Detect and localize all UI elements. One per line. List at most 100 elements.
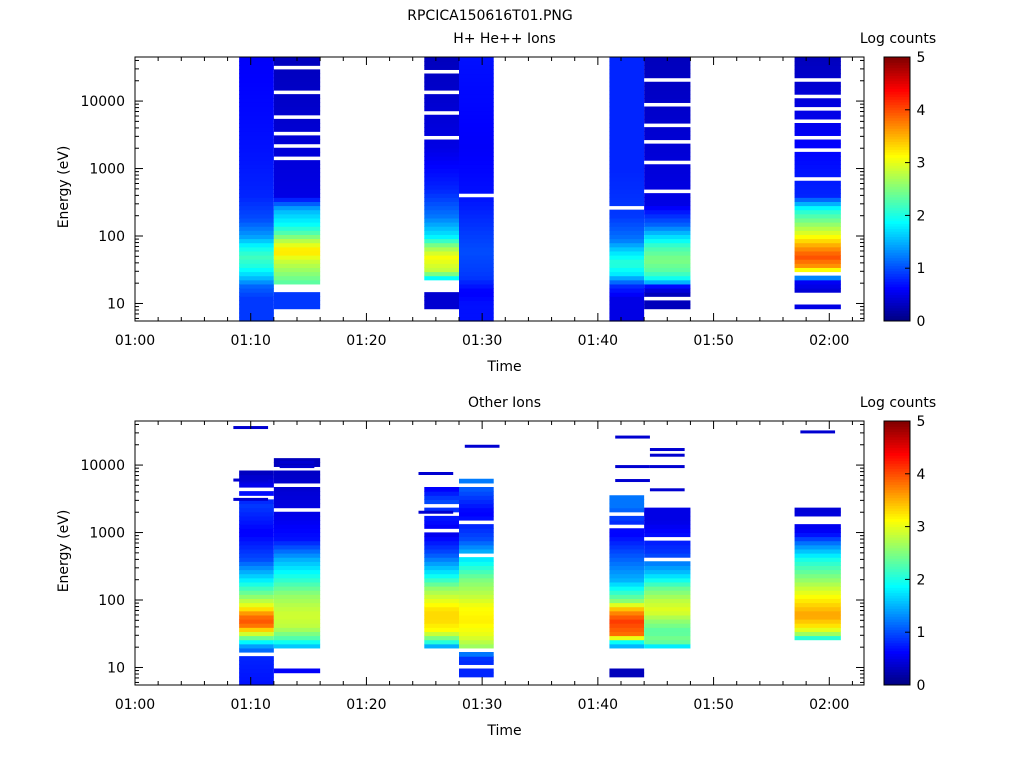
heatmap-cell	[459, 643, 494, 649]
colorbar-segment	[884, 196, 910, 201]
heatmap-cell	[644, 110, 691, 116]
colorbar-segment	[884, 494, 910, 499]
colorbar-segment	[884, 241, 910, 245]
heatmap-cell	[794, 602, 841, 608]
heatmap-cell	[794, 151, 841, 157]
heatmap-cell	[424, 98, 459, 103]
heatmap-cell	[644, 507, 691, 513]
heatmap-cell	[609, 507, 645, 513]
heatmap-cell	[459, 606, 494, 612]
heatmap-cell	[424, 619, 459, 624]
heatmap-cell	[644, 238, 691, 244]
x-axis-label: Time	[486, 723, 521, 739]
heatmap-cell	[459, 246, 494, 252]
colorbar-segment	[884, 305, 910, 309]
heatmap-cell	[794, 561, 841, 566]
heatmap-cell	[273, 213, 321, 219]
colorbar-segment	[884, 138, 910, 142]
colorbar-segment	[884, 117, 910, 121]
heatmap-cell	[273, 462, 321, 467]
heatmap-cell	[609, 635, 645, 641]
heatmap-column	[424, 487, 459, 649]
heatmap-cell	[459, 668, 494, 674]
heatmap-cell	[459, 250, 494, 256]
heatmap-cell	[273, 536, 321, 542]
colorbar-segment	[884, 236, 910, 240]
heatmap-cell	[459, 503, 494, 509]
heatmap-cell	[794, 627, 841, 632]
heatmap-cell	[239, 226, 274, 231]
heatmap-cell	[273, 548, 321, 554]
heatmap-cell	[239, 656, 274, 661]
heatmap-cell	[609, 172, 645, 178]
heatmap-cell	[794, 565, 841, 571]
isolated-count-line	[649, 488, 685, 492]
colorbar-segment	[884, 59, 910, 63]
isolated-count-line	[233, 478, 269, 482]
heatmap-cell	[609, 561, 645, 566]
heatmap-cell	[239, 532, 274, 538]
heatmap-cell	[273, 532, 321, 538]
colorbar: 0 1 2 3 4 5 Log counts	[860, 395, 936, 694]
heatmap-cell	[424, 151, 459, 157]
heatmap-cell	[273, 577, 321, 583]
heatmap-cell	[794, 246, 841, 252]
y-axis-label: Energy (eV)	[56, 146, 72, 229]
heatmap-cell	[239, 180, 274, 186]
heatmap-cell	[239, 57, 274, 62]
y-tick-label: 100	[98, 229, 125, 245]
heatmap-cell	[459, 487, 494, 492]
colorbar-segment	[884, 136, 910, 140]
heatmap-cell	[424, 610, 459, 616]
colorbar-segment	[884, 80, 910, 84]
colorbar-tick-label: 1	[917, 625, 926, 641]
heatmap-cell	[794, 164, 841, 169]
heatmap-cell	[794, 230, 841, 235]
colorbar-segment	[884, 170, 910, 174]
heatmap-cell	[273, 246, 321, 252]
colorbar-segment	[884, 669, 910, 673]
heatmap-cell	[239, 536, 274, 542]
colorbar-segment	[884, 592, 910, 596]
heatmap-cell	[459, 312, 494, 318]
heatmap-cell	[794, 205, 841, 211]
panel-title: H+ He++ Ions	[453, 31, 556, 47]
x-tick-label: 01:10	[231, 333, 271, 349]
colorbar-segment	[884, 64, 910, 69]
colorbar-segment	[884, 531, 910, 536]
heatmap-cell	[609, 85, 645, 91]
colorbar-segment	[884, 204, 910, 208]
heatmap-cell	[644, 234, 691, 240]
heatmap-cell	[424, 127, 459, 132]
heatmap-cell	[239, 69, 274, 75]
heatmap-cell	[273, 598, 321, 604]
heatmap-cell	[273, 635, 321, 641]
heatmap-cell	[239, 246, 274, 252]
heatmap-cell	[239, 267, 274, 273]
heatmap-cell	[459, 73, 494, 79]
heatmap-cell	[424, 544, 459, 550]
heatmap-cell	[273, 189, 321, 194]
heatmap-cell	[459, 184, 494, 190]
heatmap-cell	[239, 586, 274, 591]
heatmap-cell	[644, 106, 691, 112]
heatmap-cell	[459, 242, 494, 248]
heatmap-cell	[239, 515, 274, 521]
heatmap-cell	[273, 540, 321, 546]
colorbar-segment	[884, 537, 910, 541]
heatmap-cell	[609, 267, 645, 273]
y-tick-label: 1000	[89, 526, 125, 542]
heatmap-cell	[609, 255, 645, 260]
heatmap-cell	[239, 168, 274, 174]
heatmap-cell	[609, 594, 645, 599]
heatmap-cell	[609, 577, 645, 583]
heatmap-cell	[424, 172, 459, 178]
heatmap-cell	[273, 586, 321, 591]
heatmap-cell	[609, 230, 645, 235]
heatmap-cell	[239, 123, 274, 128]
heatmap-cell	[609, 553, 645, 558]
heatmap-cell	[609, 672, 645, 678]
heatmap-cell	[644, 267, 691, 273]
colorbar-segment	[884, 545, 910, 549]
